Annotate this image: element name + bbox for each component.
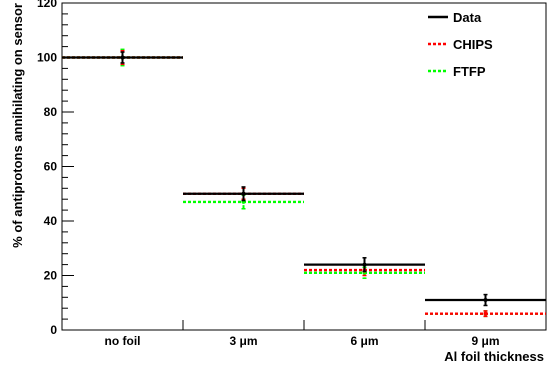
legend: Data CHIPS FTFP [428,10,493,79]
legend-label: CHIPS [453,37,493,52]
x-axis: no foil 3 μm 6 μm 9 μm [105,320,500,348]
x-tick-label: 9 μm [471,334,499,348]
y-tick-label: 100 [37,51,57,65]
y-axis: 0 20 40 60 80 100 120 [37,0,74,337]
x-tick-label: 3 μm [229,334,257,348]
data-point [120,55,125,60]
legend-label: FTFP [453,64,486,79]
series-chips [62,49,546,318]
y-tick-label: 120 [37,0,57,10]
y-tick-label: 80 [44,105,58,119]
series-layer [62,48,546,318]
y-tick-label: 40 [44,214,58,228]
y-tick-label: 20 [44,269,58,283]
legend-label: Data [453,10,482,25]
data-point [362,262,367,267]
y-tick-label: 60 [44,160,58,174]
y-axis-label: % of antiprotons annihilating on sensor [10,3,25,248]
y-tick-label: 0 [50,323,57,337]
x-tick-label: no foil [105,334,141,348]
x-axis-label: Al foil thickness [444,349,544,364]
data-point [483,311,488,316]
data-point [483,298,488,303]
x-tick-label: 6 μm [350,334,378,348]
series-ftfp [62,48,546,318]
series-data [62,51,546,307]
data-point [241,191,246,196]
plot-frame [61,2,547,331]
